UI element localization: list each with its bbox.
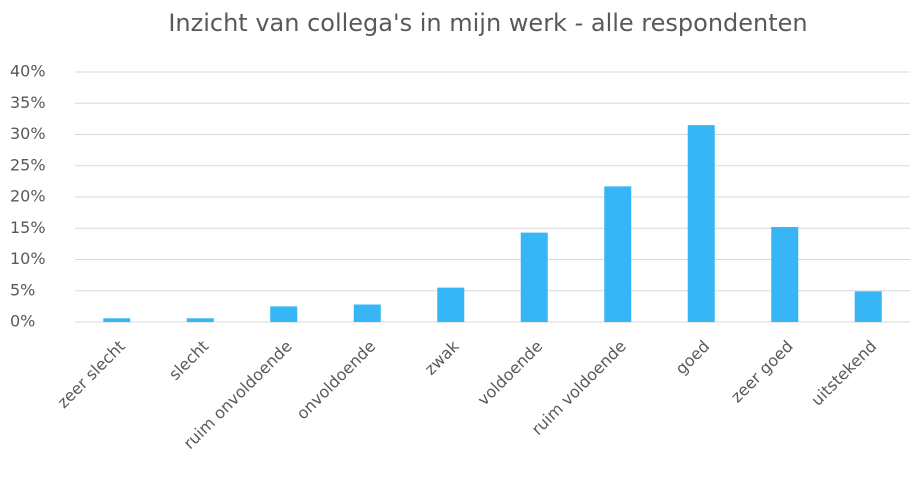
- x-tick-label: onvoldoende: [293, 337, 380, 424]
- y-tick-label: 25%: [10, 155, 46, 174]
- y-tick-label: 15%: [10, 218, 46, 237]
- chart-title: Inzicht van collega's in mijn werk - all…: [168, 9, 807, 37]
- bar: [687, 125, 715, 322]
- bar: [437, 287, 465, 322]
- bar: [604, 186, 632, 322]
- y-tick-label: 30%: [10, 124, 46, 143]
- y-tick-label: 40%: [10, 62, 46, 81]
- x-tick-label: zeer goed: [727, 337, 797, 407]
- x-tick-label: slecht: [165, 337, 212, 384]
- bar: [520, 232, 548, 322]
- bar: [854, 291, 882, 322]
- y-tick-label: 35%: [10, 93, 46, 112]
- bar: [103, 318, 131, 322]
- x-tick-label: uitstekend: [807, 337, 880, 410]
- bar: [353, 304, 381, 322]
- x-tick-label: voldoende: [474, 337, 547, 410]
- y-tick-label: 10%: [10, 249, 46, 268]
- y-tick-label: 20%: [10, 187, 46, 206]
- bar: [270, 306, 298, 322]
- y-tick-label: 0%: [10, 312, 35, 331]
- x-tick-label: zeer slecht: [53, 337, 128, 412]
- y-tick-label: 5%: [10, 280, 35, 299]
- x-tick-label: goed: [672, 337, 714, 379]
- bar: [771, 227, 799, 322]
- bar: [186, 318, 214, 322]
- x-tick-label: zwak: [421, 336, 464, 379]
